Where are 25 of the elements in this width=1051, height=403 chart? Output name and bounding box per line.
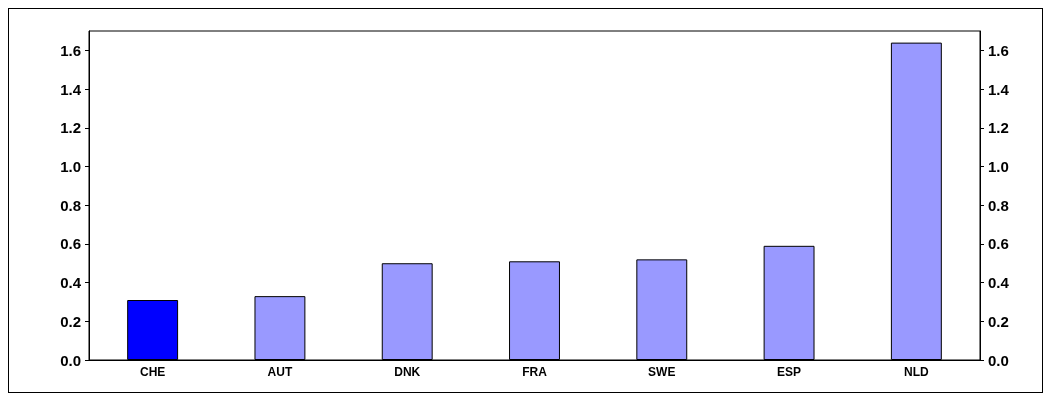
y2-tick-label: 0.8 <box>988 196 1009 214</box>
x-tick-label: CHE <box>139 365 166 379</box>
y2-tick-label: 1.6 <box>988 41 1009 59</box>
y-tick-label: 0.4 <box>60 274 82 292</box>
y2-tick-label: 0.4 <box>988 274 1010 292</box>
x-tick-label: AUT <box>267 365 293 379</box>
x-tick-label: SWE <box>648 365 676 379</box>
y2-tick-label: 1.0 <box>988 157 1009 175</box>
x-tick-label: ESP <box>777 365 802 379</box>
y-tick-label: 0.8 <box>60 196 81 214</box>
y-tick-label: 0.6 <box>60 235 81 253</box>
y-tick-label: 1.0 <box>60 157 81 175</box>
x-tick-label: FRA <box>522 365 548 379</box>
y-tick-label: 1.4 <box>60 80 82 98</box>
y-tick-label: 0.0 <box>60 351 81 369</box>
y-tick-label: 1.2 <box>60 119 81 137</box>
y2-tick-label: 0.0 <box>988 351 1009 369</box>
y-tick-label: 0.2 <box>60 312 81 330</box>
y2-tick-label: 1.2 <box>988 119 1009 137</box>
x-tick-label: DNK <box>394 365 421 379</box>
y2-tick-label: 0.2 <box>988 312 1009 330</box>
x-tick-label: NLD <box>904 365 930 379</box>
y-tick-label: 1.6 <box>60 41 81 59</box>
y2-tick-label: 1.4 <box>988 80 1010 98</box>
y2-tick-label: 0.6 <box>988 235 1009 253</box>
